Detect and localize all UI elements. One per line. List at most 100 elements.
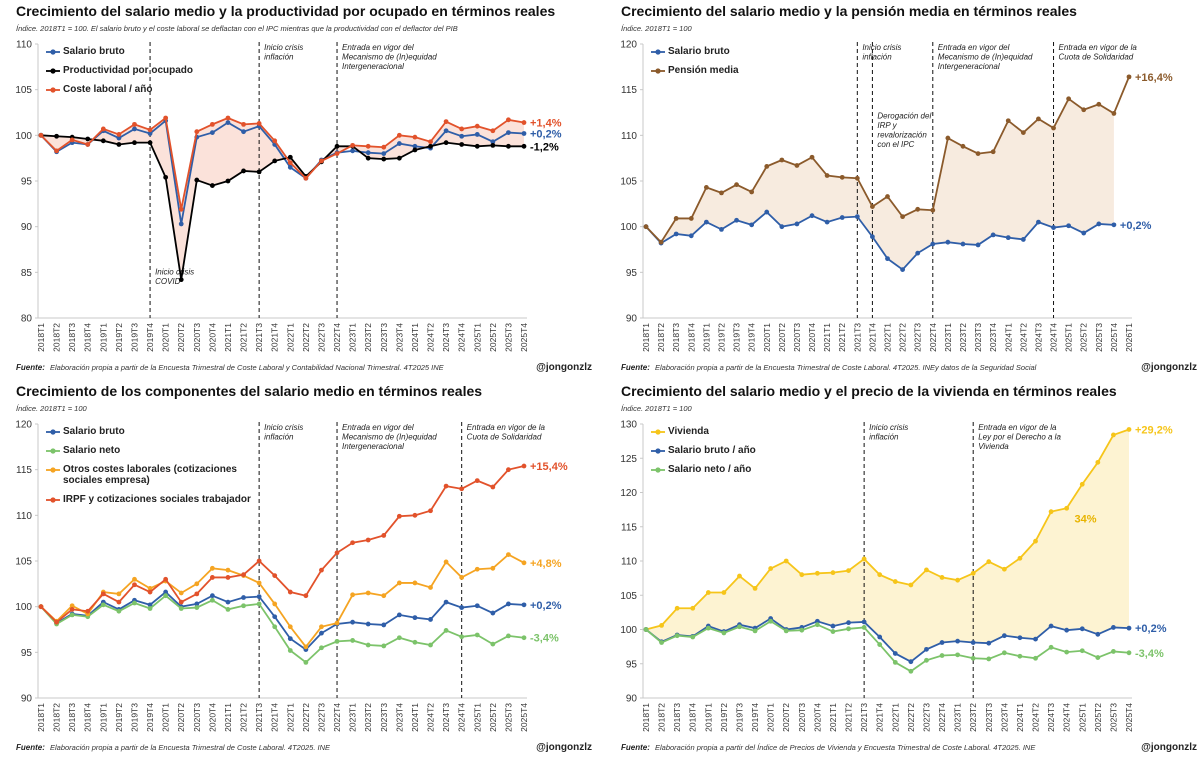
y-tick-label: 105: [15, 557, 32, 568]
chart-title: Crecimiento del salario medio y la produ…: [16, 3, 555, 19]
point: [846, 620, 851, 626]
point: [870, 234, 875, 240]
point: [915, 250, 921, 256]
x-tick-label: 2020T1: [766, 703, 776, 732]
chart-title: Crecimiento del salario medio y el preci…: [621, 383, 1117, 399]
point: [381, 643, 387, 649]
point: [814, 622, 820, 628]
point: [1126, 650, 1132, 656]
point: [428, 143, 433, 149]
x-tick-label: 2020T2: [777, 323, 787, 352]
y-tick-label: 110: [16, 40, 32, 51]
point: [147, 606, 153, 611]
chart-title: Crecimiento de los componentes del salar…: [16, 383, 482, 399]
x-tick-label: 2023T1: [953, 703, 963, 732]
point: [381, 533, 387, 538]
point: [287, 648, 293, 653]
point: [272, 573, 278, 579]
x-tick-label: 2019T3: [732, 323, 742, 352]
point: [147, 127, 153, 133]
x-tick-label: 2023T3: [973, 323, 983, 352]
point: [830, 570, 836, 576]
point: [490, 484, 496, 490]
point: [54, 148, 59, 154]
point: [521, 120, 527, 125]
point: [474, 123, 480, 129]
chart: Crecimiento del salario medio y la pensi…: [620, 3, 1197, 373]
point: [132, 576, 137, 582]
point: [721, 630, 727, 636]
point: [459, 126, 465, 132]
point: [85, 136, 91, 142]
x-tick-label: 2022T3: [921, 703, 931, 732]
point: [794, 221, 800, 227]
x-tick-label: 2025T2: [1093, 703, 1103, 732]
point: [132, 600, 137, 606]
point: [970, 640, 976, 645]
x-tick-label: 2021T3: [859, 703, 869, 732]
point: [225, 567, 231, 573]
x-tick-label: 2020T3: [792, 323, 802, 352]
y-tick-label: 90: [21, 222, 33, 233]
series-line: [645, 428, 1130, 631]
point: [412, 580, 418, 586]
point: [225, 115, 231, 121]
credit: @jongonzlz: [1141, 362, 1197, 373]
point: [779, 157, 785, 163]
point: [334, 143, 340, 149]
legend-swatch: [46, 448, 60, 454]
point: [241, 572, 246, 578]
point: [809, 154, 815, 160]
y-tick-label: 85: [21, 268, 33, 279]
point: [334, 550, 340, 556]
point: [459, 133, 465, 139]
end-label: +16,4%: [1135, 72, 1173, 84]
point: [132, 121, 137, 127]
point: [116, 132, 122, 137]
legend-item: Productividad por ocupado: [46, 65, 193, 76]
x-tick-label: 2024T3: [1033, 323, 1043, 352]
point: [1033, 636, 1038, 642]
source: Elaboración propia a partir de la Encues…: [50, 743, 331, 752]
point: [900, 214, 905, 220]
point: [877, 642, 883, 647]
annotation-text: Intergeneracional: [342, 62, 404, 71]
point: [428, 508, 433, 514]
point: [365, 143, 371, 149]
x-tick-label: 2019T2: [114, 323, 124, 352]
point: [990, 149, 996, 155]
series-line: [645, 617, 1130, 663]
x-tick-label: 2023T1: [348, 703, 358, 732]
point: [256, 601, 262, 607]
point: [132, 582, 137, 588]
x-tick-label: 2025T4: [519, 323, 529, 352]
point: [350, 540, 356, 546]
annotation-text: con el IPC: [877, 140, 914, 149]
legend: Salario bruto Productividad por ocupado Co…: [46, 46, 193, 103]
legend: Salario bruto Pensión media: [651, 46, 739, 84]
point: [752, 628, 758, 634]
gap-area: [41, 117, 524, 280]
x-tick-label: 2018T1: [641, 703, 651, 732]
x-tick-label: 2020T4: [812, 703, 822, 732]
legend-item: Salario bruto: [46, 46, 193, 57]
point: [924, 567, 929, 573]
legend-swatch: [46, 467, 60, 473]
point: [443, 483, 449, 489]
chart-panel: Crecimiento del salario medio y el preci…: [605, 380, 1200, 760]
x-tick-label: 2019T1: [701, 323, 711, 352]
point: [970, 655, 976, 661]
point: [443, 140, 449, 146]
point: [194, 605, 200, 610]
x-tick-label: 2025T1: [1064, 323, 1074, 352]
y-tick-label: 120: [620, 40, 637, 51]
point: [1064, 505, 1070, 511]
point: [334, 151, 340, 157]
x-tick-label: 2023T2: [958, 323, 968, 352]
end-label: +4,8%: [530, 558, 562, 570]
point: [365, 621, 371, 627]
legend-item: Salario neto: [46, 445, 256, 456]
y-tick-label: 95: [21, 648, 33, 659]
x-tick-label: 2024T4: [457, 323, 467, 352]
point: [1005, 118, 1011, 124]
